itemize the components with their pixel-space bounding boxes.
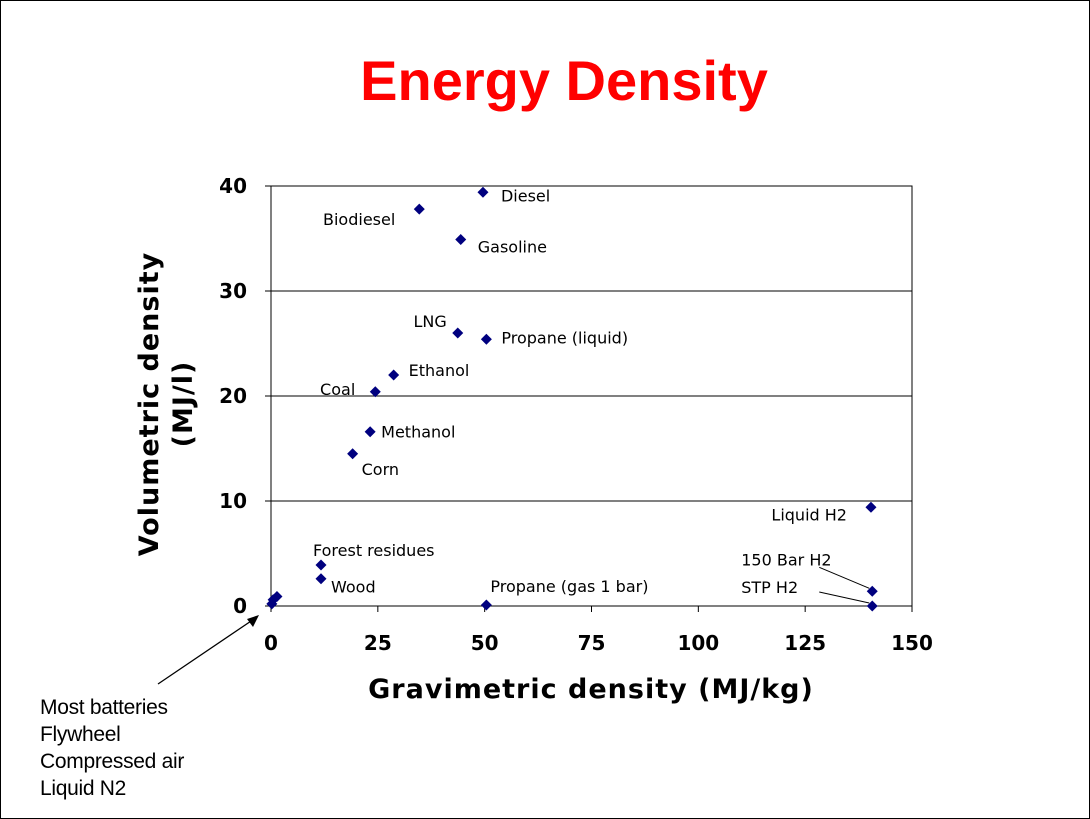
point-coal [369,386,381,398]
x-tick-label: 50 [471,631,499,655]
label-propane-liquid: Propane (liquid) [501,328,628,347]
y-tick-label: 30 [219,279,247,303]
label-coal: Coal [320,380,355,399]
label-ethanol: Ethanol [409,361,470,380]
note-line: Flywheel [40,723,121,746]
label-wood: Wood [331,578,376,597]
point-ethanol [388,369,400,381]
x-tick-label: 125 [784,631,826,655]
leader-150-bar-h2 [819,566,870,589]
label-forest-residues: Forest residues [313,541,435,560]
y-tick-label: 10 [219,489,247,513]
point-gasoline [455,234,467,246]
storage-note: Most batteries Flywheel Compressed air L… [40,694,184,802]
y-axis-title-line-2: (MJ/l) [168,361,199,448]
point-150-bar-h2 [866,585,878,597]
point-methanol [364,426,376,438]
data-labels: Diesel Biodiesel Gasoline LNG Propane (liqui… [313,186,847,597]
y-tick-label: 20 [219,384,247,408]
label-liquid-h2: Liquid H2 [771,505,847,524]
x-axis-title: Gravimetric density (MJ/kg) [368,674,814,705]
batteries-arrow-line [157,616,258,685]
y-axis-title: Volumetric density (MJ/l) [134,252,199,556]
leader-stp-h2 [819,591,870,604]
data-points [266,186,878,612]
point-liquid-h2 [865,501,877,513]
point-propane-gas-1-bar [480,599,492,611]
point-lng [452,327,464,339]
point-stp-h2 [866,600,878,612]
point-biodiesel [413,203,425,215]
x-tick-label: 100 [677,631,719,655]
point-wood [315,573,327,585]
point-unlabeled-17 [266,598,278,610]
point-corn [347,448,359,460]
y-tick-label: 40 [219,174,247,198]
y-axis-title-line-1: Volumetric density [134,252,165,556]
point-propane-liquid [480,333,492,345]
label-stp-h2: STP H2 [741,578,798,597]
x-tick-label: 0 [264,631,278,655]
x-tick-label: 25 [364,631,392,655]
tick-labels: 0 10 20 30 40 0 25 50 75 100 125 150 [219,174,933,655]
x-tick-label: 75 [578,631,606,655]
label-diesel: Diesel [501,186,550,205]
point-forest-residues [315,559,327,571]
plot-area [270,185,913,607]
label-methanol: Methanol [381,423,455,442]
label-150-bar-h2: 150 Bar H2 [741,550,831,569]
label-propane-gas-1-bar: Propane (gas 1 bar) [490,577,648,596]
point-diesel [477,186,489,198]
label-lng: LNG [413,312,446,331]
note-line: Compressed air [40,750,185,773]
x-tick-label: 150 [891,631,933,655]
batteries-arrow-head [247,615,259,627]
y-tick-label: 0 [233,594,247,618]
note-line: Liquid N2 [40,777,127,800]
label-gasoline: Gasoline [478,238,547,257]
chart-title: Energy Density [360,49,768,112]
label-corn: Corn [362,460,399,479]
label-biodiesel: Biodiesel [323,210,395,229]
note-line: Most batteries [40,696,168,719]
leader-lines [819,566,870,604]
